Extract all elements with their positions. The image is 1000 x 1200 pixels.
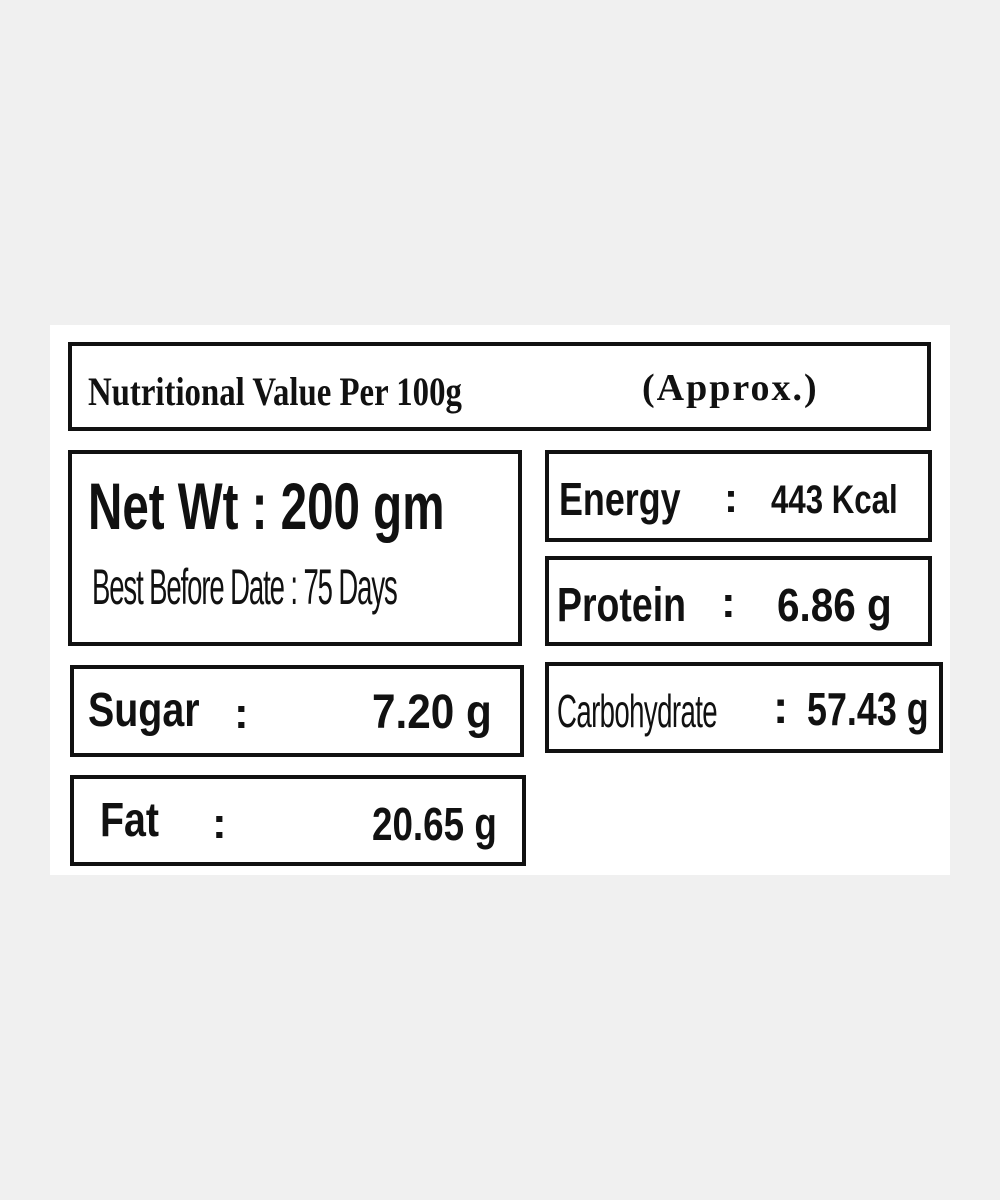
energy-box: Energy : 443 Kcal <box>545 450 932 542</box>
nutrient-label: Fat <box>100 794 160 847</box>
nutrient-label: Energy <box>559 473 681 525</box>
net-weight-box: Net Wt : 200 gm Best Before Date : 75 Da… <box>68 450 522 646</box>
protein-box: Protein : 6.86 g <box>545 556 932 646</box>
nutrient-label: Sugar <box>88 684 200 737</box>
fat-box: Fat : 20.65 g <box>70 775 526 866</box>
header-note: (Approx.) <box>642 367 819 409</box>
separator: : <box>773 681 789 733</box>
separator: : <box>724 474 738 521</box>
sugar-box: Sugar : 7.20 g <box>70 665 524 757</box>
separator: : <box>721 578 736 627</box>
net-weight: Net Wt : 200 gm <box>88 469 445 543</box>
header-box: Nutritional Value Per 100g (Approx.) <box>68 342 931 431</box>
nutrient-label: Protein <box>557 579 686 632</box>
nutrient-value: 7.20 g <box>372 686 492 739</box>
carbohydrate-box: Carbohydrate : 57.43 g <box>545 662 943 753</box>
header-title: Nutritional Value Per 100g <box>88 369 462 414</box>
nutrient-value: 443 Kcal <box>771 478 898 522</box>
best-before: Best Before Date : 75 Days <box>92 559 398 615</box>
separator: : <box>212 799 227 848</box>
nutrient-value: 6.86 g <box>777 579 892 631</box>
nutrient-value: 57.43 g <box>807 683 929 735</box>
nutrient-label: Carbohydrate <box>557 685 718 737</box>
nutrient-value: 20.65 g <box>372 798 497 850</box>
separator: : <box>234 689 249 738</box>
